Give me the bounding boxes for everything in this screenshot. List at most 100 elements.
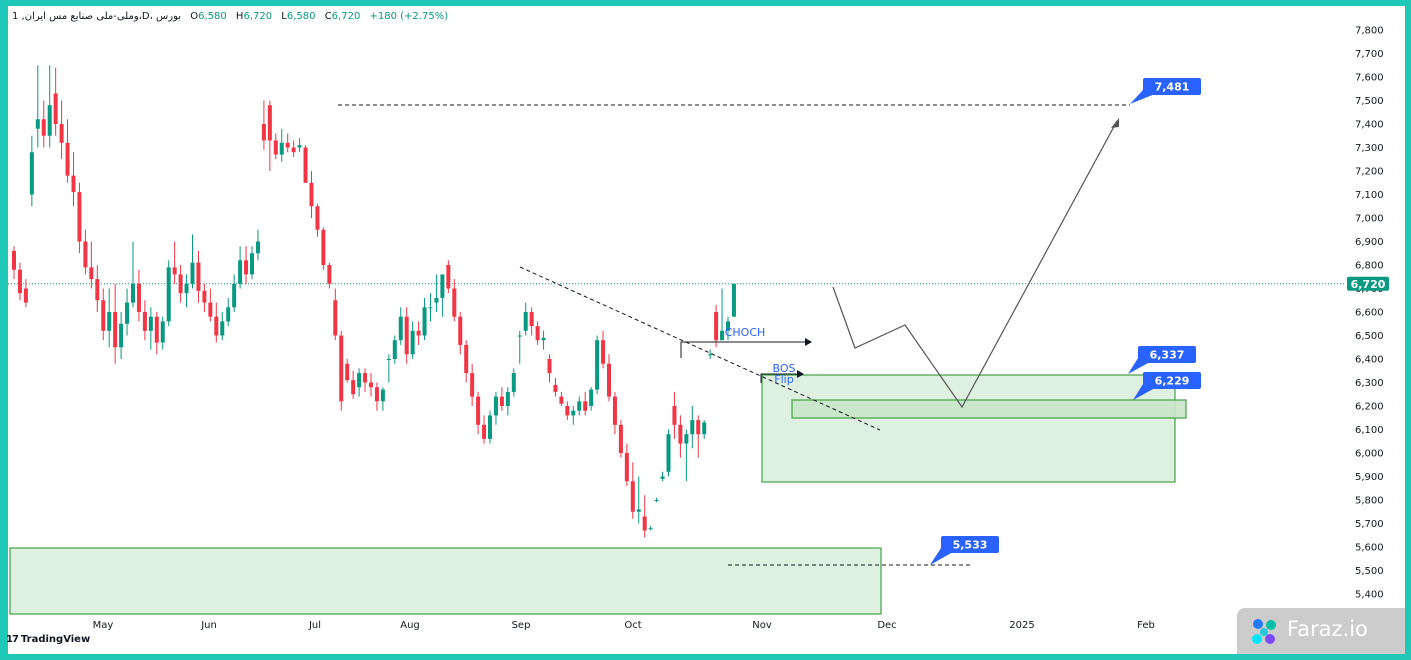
- candle: [291, 140, 296, 157]
- x-tick-label: Oct: [624, 620, 641, 631]
- candle: [321, 227, 326, 270]
- candle: [523, 302, 528, 336]
- y-tick-label: 7,200: [1355, 167, 1384, 178]
- y-tick-label: 7,300: [1355, 143, 1384, 154]
- candle: [601, 330, 606, 369]
- candle: [29, 135, 34, 207]
- zone-top-price-label: 6,337: [1150, 349, 1185, 362]
- flip-label: Flip: [774, 373, 793, 386]
- bos-line: [760, 373, 800, 383]
- candle: [464, 340, 469, 383]
- y-tick-label: 5,400: [1355, 590, 1384, 601]
- candle: [452, 279, 457, 322]
- candle: [416, 321, 421, 345]
- tradingview-logo-icon: 17: [6, 634, 19, 645]
- candle: [446, 260, 451, 294]
- candle: [618, 420, 623, 458]
- y-tick-label: 6,600: [1355, 308, 1384, 319]
- candle: [648, 525, 653, 531]
- candle: [363, 368, 368, 392]
- candle: [107, 288, 112, 348]
- candle: [160, 316, 165, 350]
- candle: [493, 391, 498, 425]
- candle: [136, 269, 141, 322]
- candle: [696, 415, 701, 458]
- candle: [148, 307, 153, 350]
- candle: [226, 297, 231, 327]
- candle: [142, 300, 147, 341]
- candle: [267, 100, 272, 171]
- candle: [630, 462, 635, 519]
- candle: [327, 262, 332, 289]
- y-tick-label: 7,800: [1355, 26, 1384, 37]
- choch-line: [680, 341, 808, 358]
- candle: [595, 335, 600, 395]
- open-label: O: [190, 11, 199, 22]
- candle: [339, 330, 344, 411]
- x-tick-label: Dec: [877, 620, 896, 631]
- y-tick-label: 5,600: [1355, 543, 1384, 554]
- candle: [607, 354, 611, 402]
- x-tick-label: May: [93, 620, 114, 631]
- candle: [654, 497, 659, 503]
- candle: [71, 152, 76, 207]
- candle: [726, 316, 730, 341]
- candle: [559, 391, 564, 406]
- faraz-text: Faraz.io: [1287, 617, 1368, 641]
- choch-arrow-icon: [805, 338, 812, 346]
- y-tick-label: 6,000: [1355, 449, 1384, 460]
- candle: [232, 274, 237, 312]
- y-tick-label: 6,300: [1355, 378, 1384, 389]
- candle: [214, 302, 219, 343]
- low-value: 6,580: [286, 11, 316, 22]
- candle: [583, 391, 588, 416]
- y-tick-label: 6,500: [1355, 331, 1384, 342]
- candle: [488, 410, 492, 444]
- candle: [315, 203, 320, 237]
- candle: [410, 321, 415, 359]
- candle: [470, 363, 475, 406]
- candle: [178, 265, 183, 303]
- candle: [309, 171, 314, 218]
- candle: [505, 387, 510, 416]
- candle: [642, 495, 647, 538]
- support-price-label-box: [941, 536, 999, 553]
- y-tick-label: 7,000: [1355, 214, 1384, 225]
- x-tick-label: Nov: [752, 620, 772, 631]
- candle: [624, 443, 629, 486]
- flip-zone: [791, 399, 1187, 419]
- candle: [261, 100, 266, 150]
- candle: [154, 312, 159, 355]
- candle: [83, 229, 88, 275]
- candle: [714, 304, 719, 348]
- candle: [255, 229, 260, 261]
- y-tick-label: 6,400: [1355, 355, 1384, 366]
- zone-top-price-label-box: [1138, 346, 1196, 363]
- y-tick-label: 5,900: [1355, 472, 1384, 483]
- candle: [422, 297, 427, 341]
- candle: [731, 283, 736, 317]
- y-tick-label: 5,800: [1355, 496, 1384, 507]
- faraz-watermark: Faraz.io: [1237, 608, 1405, 654]
- candle: [577, 396, 582, 416]
- candle: [428, 293, 433, 322]
- candle: [285, 133, 290, 153]
- candle: [571, 406, 576, 425]
- candle: [131, 241, 135, 308]
- candle: [636, 476, 641, 524]
- candle: [47, 65, 52, 148]
- tradingview-brand[interactable]: 17 TradingView: [6, 634, 90, 645]
- candle: [65, 119, 70, 183]
- y-tick-label: 5,500: [1355, 566, 1384, 577]
- candle: [41, 100, 46, 148]
- candle: [386, 354, 391, 383]
- candle: [351, 370, 356, 399]
- candle: [357, 368, 362, 397]
- candle: [196, 250, 201, 303]
- candle: [517, 330, 522, 364]
- candle: [678, 415, 683, 458]
- y-tick-label: 6,100: [1355, 425, 1384, 436]
- candle: [297, 138, 302, 153]
- candle: [190, 234, 195, 289]
